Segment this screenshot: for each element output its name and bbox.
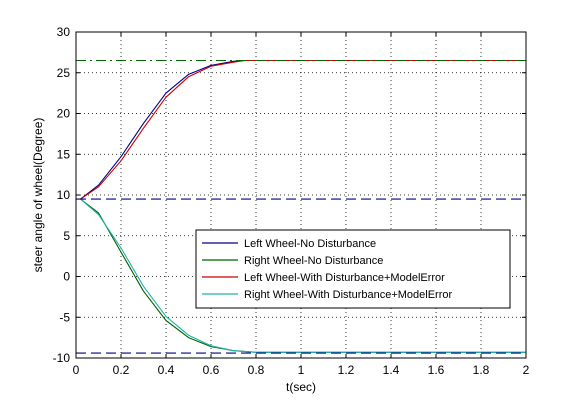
- x-tick-label: 0.2: [113, 363, 130, 377]
- y-tick-label: 25: [57, 66, 71, 80]
- x-tick-label: 0: [73, 363, 80, 377]
- series-line-left-wheel-with-disturbance-modelerror: [80, 59, 526, 200]
- x-tick-label: 1.2: [338, 363, 355, 377]
- legend-label: Right Wheel-With Disturbance+ModelError: [244, 289, 452, 301]
- y-tick-label: 0: [63, 270, 70, 284]
- legend-box: [195, 229, 511, 309]
- series-group: [76, 59, 526, 354]
- x-tick-label: 0.8: [248, 363, 265, 377]
- y-tick-label: 5: [63, 229, 70, 243]
- x-tick-label: 0.6: [203, 363, 220, 377]
- legend-label: Left Wheel-With Disturbance+ModelError: [244, 272, 445, 284]
- series-line-right-wheel-with-disturbance-modelerror: [80, 198, 526, 353]
- legend-label: Left Wheel-No Disturbance: [244, 238, 376, 250]
- x-tick-label: 0.4: [158, 363, 175, 377]
- legend-label: Right Wheel-No Disturbance: [244, 255, 383, 267]
- y-tick-label: 10: [57, 188, 71, 202]
- y-tick-label: 20: [57, 107, 71, 121]
- x-tick-label: 1.6: [428, 363, 445, 377]
- y-tick-label: -10: [53, 351, 71, 365]
- x-tick-label: 1: [298, 363, 305, 377]
- x-tick-label: 2: [523, 363, 530, 377]
- x-tick-label: 1.8: [473, 363, 490, 377]
- y-tick-label: -5: [59, 310, 70, 324]
- y-tick-label: 15: [57, 147, 71, 161]
- y-axis-label: steer angle of wheel(Degree): [31, 118, 45, 273]
- legend: Left Wheel-No Disturbance Right Wheel-No …: [195, 229, 511, 309]
- ticks: 0 0.2 0.4 0.6 0.8 1 1.2 1.4 1.6 1.8 2 -10 -5 0 5 10 15 20…: [53, 25, 530, 377]
- x-axis-label: t(sec): [286, 380, 316, 394]
- y-tick-label: 30: [57, 25, 71, 39]
- x-tick-label: 1.4: [383, 363, 400, 377]
